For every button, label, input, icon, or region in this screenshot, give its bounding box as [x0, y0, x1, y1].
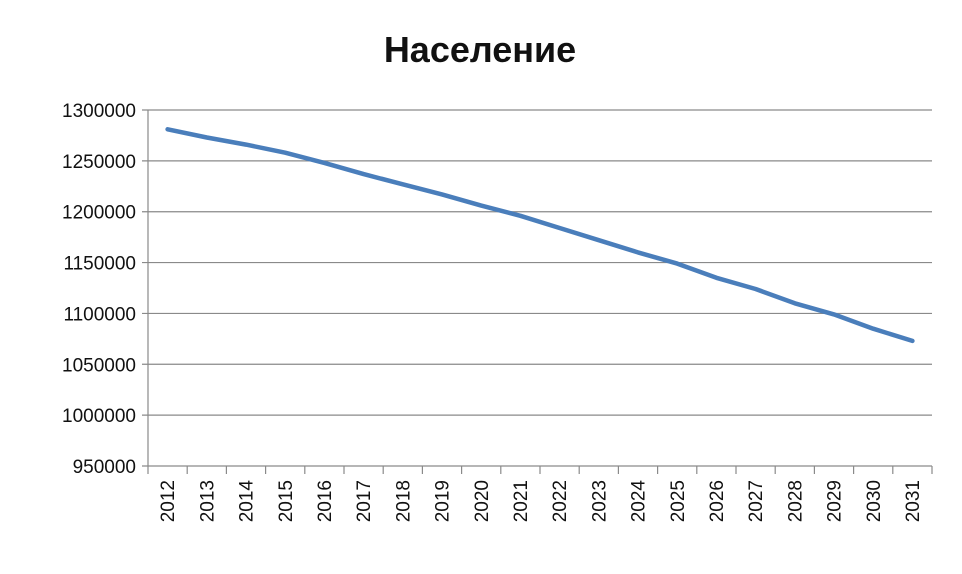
y-tick-label: 1100000 — [63, 304, 136, 325]
y-tick-label: 1150000 — [63, 254, 136, 275]
x-tick-label: 2012 — [158, 480, 179, 522]
chart-title: Население — [384, 29, 576, 70]
x-tick-label: 2023 — [589, 480, 610, 522]
series-line — [165, 127, 915, 344]
x-tick-label: 2013 — [197, 480, 218, 522]
y-tick-label: 1000000 — [62, 406, 136, 427]
x-tick-label: 2019 — [433, 480, 454, 522]
y-tick-label: 1050000 — [62, 355, 136, 376]
x-axis-tick-labels: 2012 2013 2014 2015 2016 2017 2018 2019 2020 2021… — [158, 480, 924, 523]
x-tick-label: 2021 — [511, 480, 532, 522]
x-tick-label: 2025 — [668, 480, 689, 522]
x-tick-label: 2027 — [746, 480, 767, 522]
x-tick-label: 2024 — [629, 480, 650, 523]
x-tick-label: 2017 — [354, 480, 375, 522]
x-tick-label: 2028 — [785, 480, 806, 522]
x-tick-label: 2018 — [393, 480, 414, 522]
x-tick-label: 2016 — [315, 480, 336, 522]
x-tick-label: 2022 — [550, 480, 571, 522]
grid-layer — [142, 109, 932, 467]
x-tick-label: 2014 — [237, 480, 258, 523]
x-tick-label: 2029 — [825, 480, 846, 522]
x-tick-label: 2031 — [903, 480, 924, 522]
x-tick-label: 2026 — [707, 480, 728, 522]
y-tick-label: 1300000 — [62, 101, 136, 122]
y-tick-label: 950000 — [73, 457, 136, 478]
y-tick-label: 1200000 — [62, 203, 136, 224]
y-axis-tick-labels: 950000 1000000 1050000 1100000 1150000 120000… — [62, 101, 136, 478]
x-tick-label: 2020 — [472, 480, 493, 522]
y-tick-label: 1250000 — [62, 152, 136, 173]
x-tick-label: 2030 — [864, 480, 885, 522]
series-layer — [165, 127, 915, 344]
x-tick-label: 2015 — [276, 480, 297, 522]
axis-layer — [147, 110, 933, 474]
